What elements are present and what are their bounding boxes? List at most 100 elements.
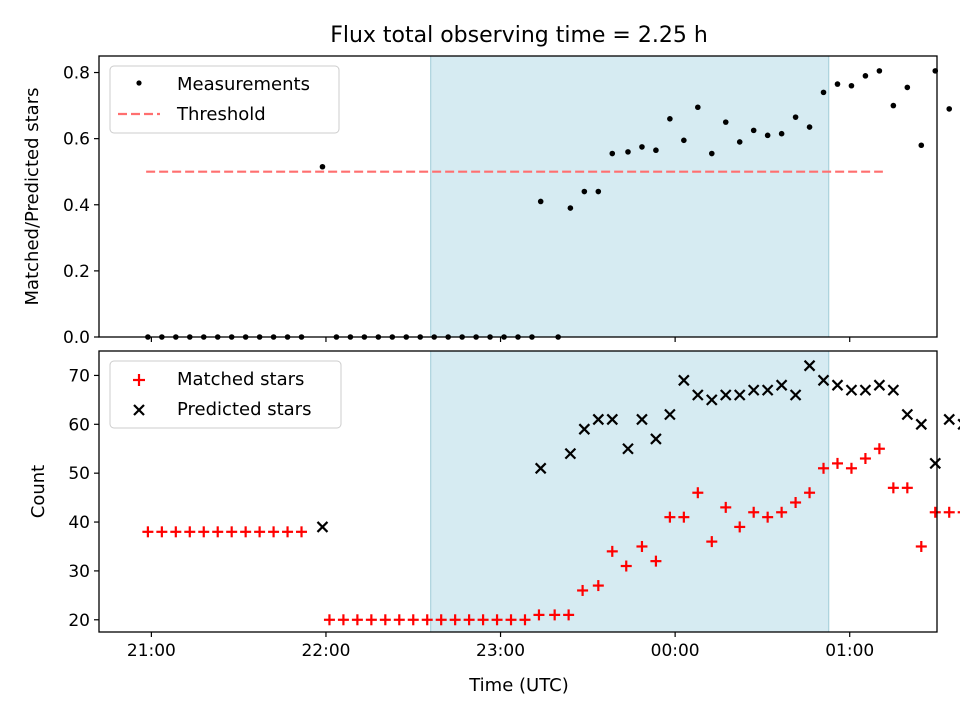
matched-star-point [804, 487, 816, 499]
matched-star-point [142, 526, 154, 538]
matched-star-point [184, 526, 196, 538]
matched-star-point [592, 580, 604, 592]
matched-star-point [491, 614, 503, 626]
y-tick-label: 70 [68, 366, 90, 386]
top-highlight-span [430, 55, 830, 338]
matched-star-point [678, 511, 690, 523]
measurement-point [764, 132, 771, 139]
matched-legend-marker [133, 374, 145, 386]
predicted-star-point [692, 389, 704, 401]
predicted-star-point [747, 384, 760, 396]
predicted-star-point [845, 384, 858, 396]
matched-star-point [563, 609, 575, 621]
matched-star-point [156, 526, 168, 538]
top-x-ticks [150, 337, 851, 342]
top-ylabel: Matched/Predicted stars [22, 88, 43, 306]
predicted-star-point [887, 384, 900, 396]
matched-star-point [606, 545, 618, 557]
measurement-point [862, 73, 869, 79]
top-panel: 0.00.20.40.60.8 Matched/Predicted stars … [22, 55, 953, 348]
bottom-x-ticks: 21:00 22:00 23:00 00:00 01:00 [127, 632, 874, 661]
y-tick-label: 60 [68, 415, 90, 435]
measurement-point [319, 163, 326, 170]
predicted-star-point [592, 413, 605, 426]
bottom-plot-layer [142, 359, 960, 626]
x-tick-label: 23:00 [476, 641, 525, 661]
matched-star-point [734, 521, 746, 533]
y-tick-label: 0.0 [63, 328, 90, 348]
matched-star-point [748, 506, 760, 518]
matched-star-point [790, 496, 802, 508]
measurement-point [750, 127, 757, 134]
matched-star-point [845, 462, 857, 474]
x-tick-label: 21:00 [127, 641, 176, 661]
matched-star-point [859, 453, 871, 465]
measurement-point [736, 139, 743, 145]
measurement-point [595, 188, 602, 195]
matched-star-point [636, 540, 648, 552]
matched-star-point [887, 482, 899, 494]
legend-measurements: Measurements [177, 74, 310, 95]
measurement-point [834, 81, 841, 87]
matched-star-point [692, 487, 704, 499]
predicted-star-point [915, 418, 928, 431]
measurement-point [708, 150, 715, 157]
predicted-star-point [775, 379, 788, 391]
bottom-legend: Matched stars Predicted stars [109, 360, 342, 429]
matched-star-point [901, 482, 913, 494]
matched-star-point [337, 614, 349, 626]
matched-star-point [393, 614, 405, 626]
predicted-star-point [761, 384, 774, 396]
matched-star-point [650, 555, 662, 567]
predicted-star-point [817, 374, 830, 387]
predicted-star-point [733, 389, 746, 401]
matched-star-point [549, 609, 561, 621]
measurement-point [625, 149, 631, 155]
legend-predicted-stars: Predicted stars [177, 399, 311, 420]
matched-star-point [268, 526, 280, 538]
measurement-point [848, 82, 855, 89]
measurement-point [581, 188, 588, 195]
predicted-star-point [650, 433, 662, 445]
matched-star-point [421, 614, 433, 626]
matched-star-point [915, 540, 927, 552]
legend-matched-stars: Matched stars [177, 369, 304, 390]
predicted-star-point [534, 462, 547, 475]
matched-star-point [365, 614, 377, 626]
bottom-ylabel: Count [28, 465, 49, 518]
measurement-point [695, 104, 701, 111]
y-tick-label: 0.4 [63, 196, 90, 216]
matched-star-point [519, 614, 531, 626]
predicted-star-point [901, 408, 914, 421]
measurement-point [653, 147, 659, 154]
bottom-legend-box [109, 360, 342, 429]
measurement-point [792, 114, 799, 120]
x-tick-label: 22:00 [301, 641, 350, 661]
y-tick-label: 30 [68, 562, 90, 582]
measurements-legend-marker [136, 80, 142, 86]
top-axes-frame [98, 55, 938, 338]
predicted-star-point [831, 379, 844, 391]
matched-star-point [449, 614, 461, 626]
bottom-panel: 20 30 40 50 60 70 21:00 22:00 23:00 00:00 01:00 C… [28, 350, 960, 696]
predicted-star-point [706, 394, 718, 406]
matched-star-point [254, 526, 266, 538]
y-tick-label: 0.8 [63, 64, 90, 84]
measurement-point [537, 198, 544, 205]
matched-star-point [831, 457, 843, 469]
predicted-star-point [789, 389, 802, 401]
predicted-star-point [606, 413, 619, 426]
measurement-point [904, 84, 911, 91]
matched-star-point [198, 526, 210, 538]
measurement-point [918, 142, 925, 149]
x-tick-label: 01:00 [825, 641, 874, 661]
measurement-point [667, 116, 673, 122]
predicted-star-point [316, 521, 329, 533]
x-tick-label: 00:00 [651, 641, 700, 661]
measurement-point [946, 106, 953, 112]
measurement-point [639, 144, 645, 150]
measurement-point [609, 150, 616, 157]
top-legend-box [109, 65, 340, 134]
matched-star-point [620, 560, 632, 572]
measurement-point [806, 124, 813, 130]
